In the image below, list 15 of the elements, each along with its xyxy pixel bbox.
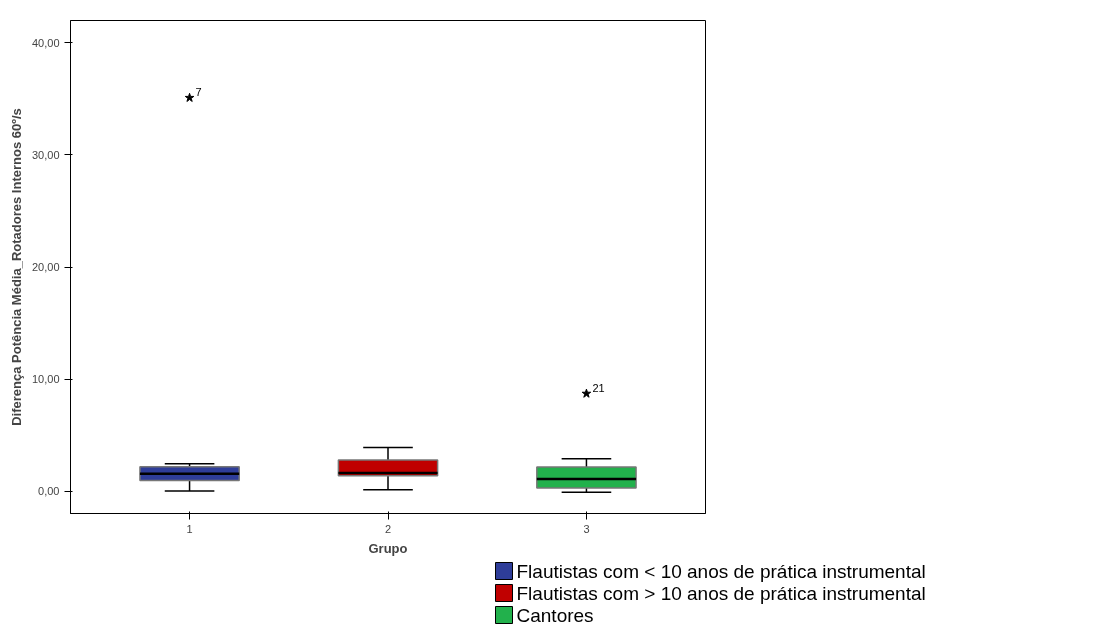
y-tick-label: 20,00 bbox=[31, 261, 60, 273]
y-tick-label: 30,00 bbox=[31, 148, 60, 161]
legend-label: Flautistas com < 10 anos de prática instrumental bbox=[516, 561, 926, 582]
y-tick-label: 40,00 bbox=[31, 36, 60, 49]
x-axis-title: Grupo bbox=[368, 540, 408, 556]
y-tick-label: 0,00 bbox=[38, 485, 60, 498]
legend-label: Flautistas com > 10 anos de prática instrumental bbox=[516, 583, 926, 604]
annotation: 7 bbox=[195, 85, 202, 98]
y-tick-label: 10,00 bbox=[31, 373, 60, 386]
x-tick-label: 1 bbox=[186, 522, 193, 535]
legend-label: Cantores bbox=[516, 605, 594, 626]
x-tick-label: 3 bbox=[583, 522, 590, 535]
annotation: 21 bbox=[592, 381, 605, 394]
y-axis-title: Diferença Potência Média_Rotadores Internos 60º/s bbox=[8, 108, 24, 426]
x-tick-label: 2 bbox=[384, 522, 392, 535]
